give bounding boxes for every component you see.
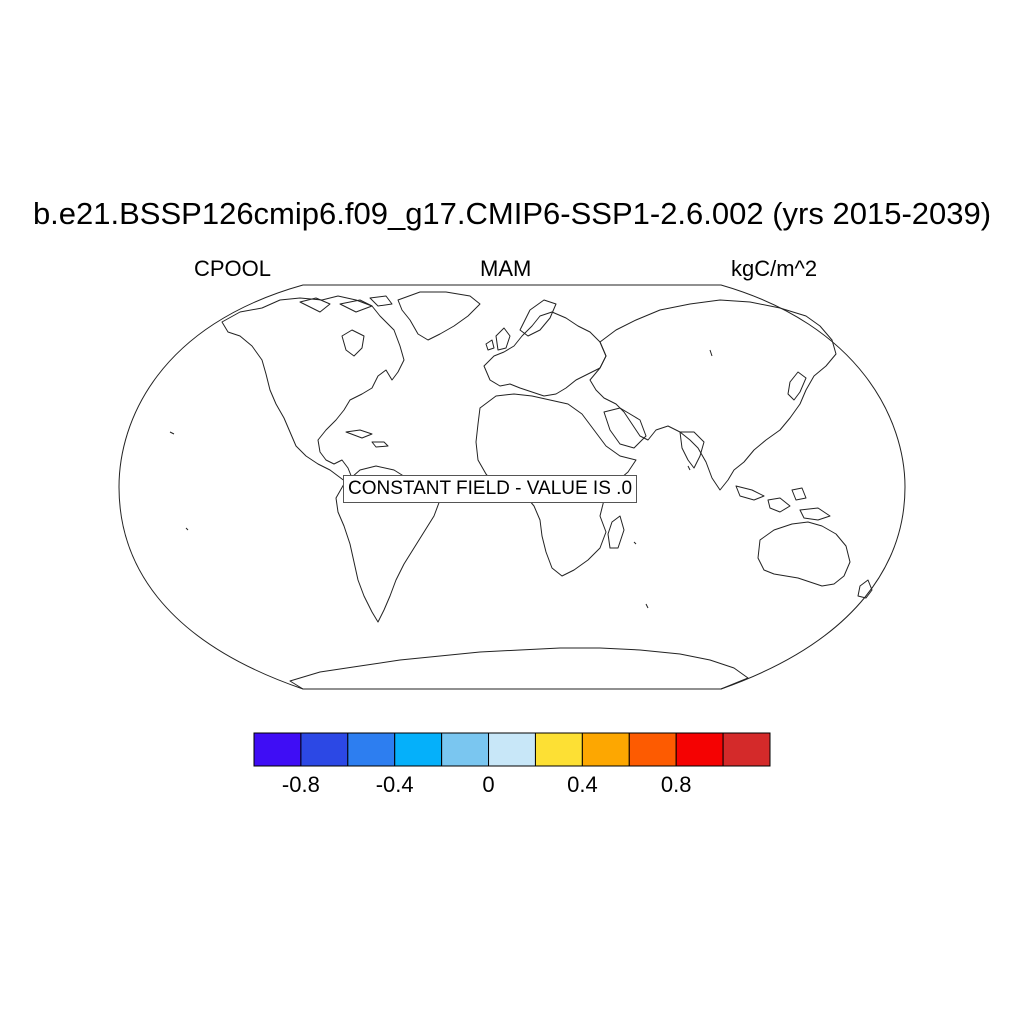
hudson-bay xyxy=(341,329,365,357)
british-isles xyxy=(485,327,511,351)
colorbar-box xyxy=(253,732,302,767)
japan-coast xyxy=(787,371,807,401)
north-america-coast xyxy=(221,295,405,483)
arctic-islands xyxy=(299,295,393,313)
antarctica-coast xyxy=(289,647,749,690)
colorbar-box xyxy=(581,732,630,767)
variable-label: CPOOL xyxy=(194,256,272,281)
colorbar-box xyxy=(488,732,536,767)
colorbar-tick-label: -0.8 xyxy=(281,772,320,797)
units-label: kgC/m^2 xyxy=(731,256,818,281)
greenland-coast xyxy=(397,291,481,341)
arabian-peninsula xyxy=(603,407,647,449)
australia-coast xyxy=(757,521,851,587)
plot-title: b.e21.BSSP126cmip6.f09_g17.CMIP6-SSP1-2.… xyxy=(32,196,992,231)
madagascar xyxy=(607,515,625,549)
scandinavia xyxy=(519,299,557,337)
caribbean-islands xyxy=(345,429,389,448)
colorbar-box xyxy=(394,732,443,767)
coastlines xyxy=(169,291,873,690)
colorbar-box xyxy=(628,732,677,767)
colorbar-box xyxy=(675,732,724,767)
constant-field-note: CONSTANT FIELD - VALUE IS .0 xyxy=(343,475,638,503)
new-zealand xyxy=(857,579,873,599)
indonesia-islands xyxy=(735,485,831,521)
small-islands xyxy=(169,349,713,609)
asia-coast xyxy=(589,299,837,491)
india-coast xyxy=(679,431,705,469)
colorbar-box xyxy=(441,732,490,767)
colorbar-box xyxy=(722,732,771,767)
colorbar-tick-label: -0.4 xyxy=(375,772,414,797)
colorbar-tick-label: 0.8 xyxy=(660,772,692,797)
colorbar-tick-label: 0.4 xyxy=(567,772,598,797)
season-label: MAM xyxy=(480,256,532,281)
colorbar-box xyxy=(347,732,396,767)
colorbar-box xyxy=(300,732,349,767)
colorbar-tick-label: 0 xyxy=(482,772,495,797)
colorbar-box xyxy=(534,732,583,767)
